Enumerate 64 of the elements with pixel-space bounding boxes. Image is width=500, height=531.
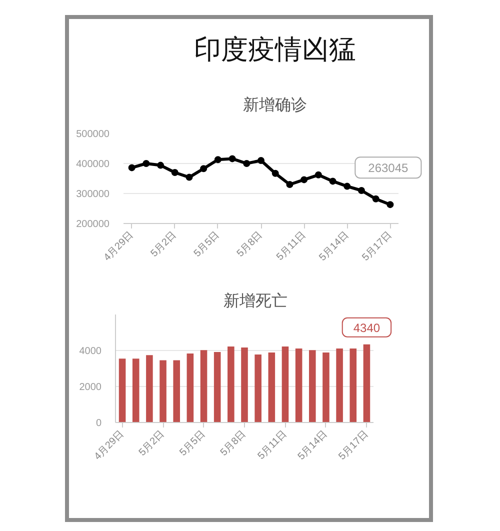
y-tick-label: 0 [96,418,102,429]
point [314,171,322,178]
bar [118,358,126,422]
x-tick-label: 5月14日 [296,428,330,462]
bar [160,360,166,422]
point [258,157,265,164]
point [128,164,136,172]
x-tick-label: 4月29日 [102,230,136,264]
chart-title: 印度疫情凶猛 [194,34,356,64]
point [329,178,336,185]
bar [336,348,343,422]
point [344,182,351,190]
point [286,181,294,188]
point [142,160,150,167]
point [157,162,164,169]
bar [268,352,276,422]
point [228,155,236,162]
bar [214,352,221,422]
x-tick-label: 5月2日 [148,230,179,260]
chart-title: 新增死亡 [224,292,288,310]
bar [146,355,153,422]
y-tick-label: 2000 [79,382,102,393]
bar [309,350,316,422]
bar [200,350,208,422]
point [186,174,193,181]
bar [295,348,302,422]
point [386,201,394,208]
x-tick-label: 5月8日 [235,230,265,260]
bar [132,358,140,422]
x-tick-label: 5月14日 [317,230,352,264]
y-tick-label: 4000 [79,346,102,357]
x-tick-label: 5月11日 [256,428,290,462]
bar [322,352,330,422]
point [358,187,365,194]
bar [350,348,357,422]
y-tick-label: 300000 [76,189,110,200]
point [200,165,208,172]
x-tick-label: 5月17日 [336,428,371,462]
bar [241,347,248,422]
point [243,160,250,167]
y-tick-label: 400000 [76,159,110,170]
x-tick-label: 5月5日 [192,230,222,260]
chart-subtitle: 新增确诊 [243,96,307,114]
x-tick-label: 5月11日 [274,230,308,263]
bar [282,346,289,422]
bar [228,346,234,422]
data-label: 4340 [353,320,380,335]
x-tick-label: 5月17日 [360,230,394,264]
bar [254,354,262,422]
point [171,169,178,176]
point [214,156,222,164]
point [300,176,308,184]
y-tick-label: 500000 [76,129,110,140]
point [272,170,279,177]
point [372,195,380,202]
x-tick-label: 5月2日 [137,428,167,458]
data-label: 263045 [368,161,409,176]
x-tick-label: 5月8日 [218,428,248,458]
bar [173,360,180,422]
y-tick-label: 200000 [76,219,110,230]
x-tick-label: 5月5日 [178,428,208,458]
bar [363,344,370,422]
x-tick-label: 4月29日 [92,428,126,462]
bar [186,354,194,422]
